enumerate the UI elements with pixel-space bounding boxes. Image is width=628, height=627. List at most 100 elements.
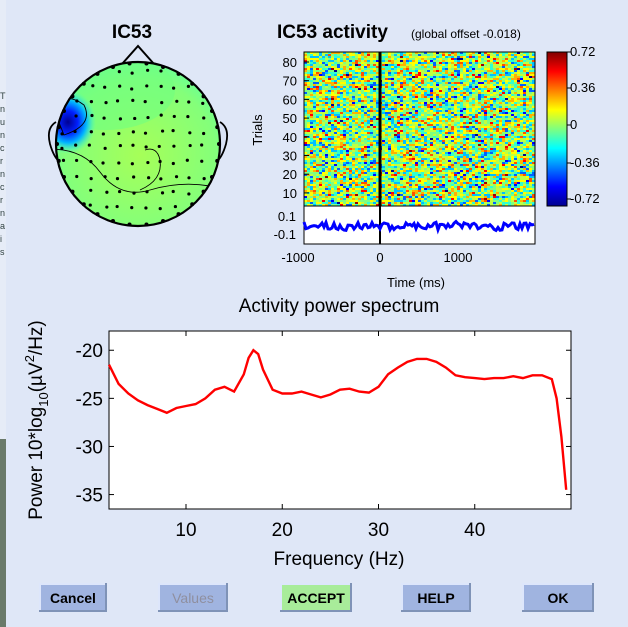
- electrode-marker: [172, 144, 176, 148]
- electrode-marker: [81, 202, 86, 207]
- electrode-marker: [158, 207, 162, 211]
- electrode-marker: [105, 205, 109, 209]
- electrode-marker: [103, 85, 107, 89]
- electrode-marker: [95, 71, 100, 76]
- electrode-marker: [158, 159, 162, 164]
- spectrum-axes: [108, 330, 572, 510]
- electrode-marker: [159, 69, 163, 73]
- electrode-marker: [131, 130, 135, 134]
- electrode-marker: [70, 189, 75, 194]
- electrode-marker: [200, 159, 204, 163]
- electrode-marker: [144, 61, 149, 66]
- trial-tick-label: 80: [283, 55, 297, 70]
- electrode-marker: [87, 143, 91, 147]
- electrode-marker: [190, 202, 195, 207]
- electrode-marker: [160, 191, 165, 195]
- electrode-marker: [173, 204, 177, 209]
- electrode-marker: [75, 158, 79, 163]
- spectrum-line: [107, 348, 568, 490]
- electrode-marker: [161, 219, 166, 224]
- spectrum-xtick: 40: [464, 520, 485, 541]
- spectrum-ytick: -30: [76, 437, 103, 458]
- electrode-marker: [186, 84, 191, 89]
- electrode-marker: [115, 99, 120, 103]
- help-button[interactable]: HELP: [401, 583, 471, 612]
- electrode-marker: [131, 98, 135, 102]
- erp-title-offset: (global offset -0.018): [411, 27, 521, 41]
- colorbar-tick-label: -0.36: [570, 155, 600, 170]
- electrode-marker: [131, 143, 135, 147]
- electrode-marker: [132, 175, 136, 179]
- erp-title-main: IC53 activity: [277, 22, 388, 43]
- electrode-marker: [172, 114, 176, 119]
- trial-tick-label: 50: [283, 111, 297, 126]
- electrode-marker: [117, 161, 121, 165]
- electrode-marker: [171, 129, 175, 133]
- values-button[interactable]: Values: [158, 583, 228, 612]
- electrode-marker: [217, 142, 221, 146]
- electrode-marker: [144, 206, 148, 210]
- electrode-marker: [145, 190, 149, 194]
- electrode-marker: [103, 175, 107, 179]
- electrode-marker: [89, 160, 93, 164]
- colorbar: [546, 51, 568, 207]
- colorbar-tick-label: 0.72: [570, 44, 595, 59]
- electrode-marker: [118, 84, 122, 88]
- electrode-marker: [215, 125, 220, 130]
- trial-tick-label: 30: [283, 149, 297, 164]
- erp-image: [304, 52, 535, 206]
- spectrum-xtick: 30: [368, 520, 389, 541]
- accept-button[interactable]: ACCEPT: [280, 583, 352, 612]
- erp-xtick-0: 0: [376, 250, 383, 265]
- erp-ylabel: Trials: [250, 114, 265, 146]
- spectrum-ticks: 10 20 30 40 -20 -25 -30 -35: [76, 331, 571, 541]
- spectrum-xtick: 20: [272, 520, 293, 541]
- electrode-marker: [176, 212, 181, 217]
- electrode-marker: [215, 158, 220, 163]
- erp-xtick-1000: 1000: [444, 250, 473, 265]
- electrode-marker: [202, 116, 206, 120]
- trial-tick-label: 20: [283, 167, 297, 182]
- trial-tick-label: 70: [283, 74, 297, 89]
- electrode-marker: [147, 176, 151, 180]
- electrode-marker: [143, 131, 148, 135]
- activity-trace: [302, 218, 535, 235]
- electrode-marker: [160, 100, 164, 105]
- cancel-button[interactable]: Cancel: [39, 583, 107, 612]
- electrode-marker: [90, 113, 94, 118]
- trial-tick-label: 10: [283, 186, 297, 201]
- topo-map: [47, 44, 229, 228]
- electrode-marker: [130, 71, 134, 75]
- electrode-marker: [117, 131, 121, 136]
- spectrum-xlabel: Frequency (Hz): [274, 549, 405, 570]
- spectrum-xtick: 10: [175, 520, 196, 541]
- electrode-marker: [101, 161, 105, 165]
- electrode-marker: [89, 130, 93, 134]
- electrode-marker: [132, 191, 136, 195]
- electrode-marker: [202, 177, 206, 181]
- electrode-marker: [188, 143, 192, 148]
- electrode-marker: [209, 109, 214, 114]
- electrode-marker: [146, 68, 150, 72]
- electrode-marker: [202, 131, 206, 136]
- electrode-marker: [172, 86, 176, 90]
- electrode-marker: [146, 160, 150, 165]
- colorbar-tick-label: -0.72: [570, 191, 600, 206]
- electrode-marker: [70, 94, 75, 99]
- colorbar-tick-label: 0.36: [570, 80, 595, 95]
- electrode-marker: [201, 94, 206, 99]
- electrode-marker: [159, 177, 163, 181]
- ok-button[interactable]: OK: [522, 583, 594, 612]
- act-tick-pos: 0.1: [278, 209, 296, 224]
- electrode-marker: [74, 143, 78, 147]
- electrode-marker: [130, 206, 134, 210]
- electrode-marker: [161, 64, 166, 69]
- colorbar-ticks: 0.72 0.36 0 -0.36 -0.72: [567, 44, 600, 206]
- erp-title: IC53 activity (global offset -0.018): [277, 22, 521, 43]
- electrode-marker: [157, 144, 161, 149]
- colorbar-tick-label: 0: [570, 117, 577, 132]
- electrode-marker: [56, 125, 61, 130]
- topo-title: IC53: [112, 22, 152, 43]
